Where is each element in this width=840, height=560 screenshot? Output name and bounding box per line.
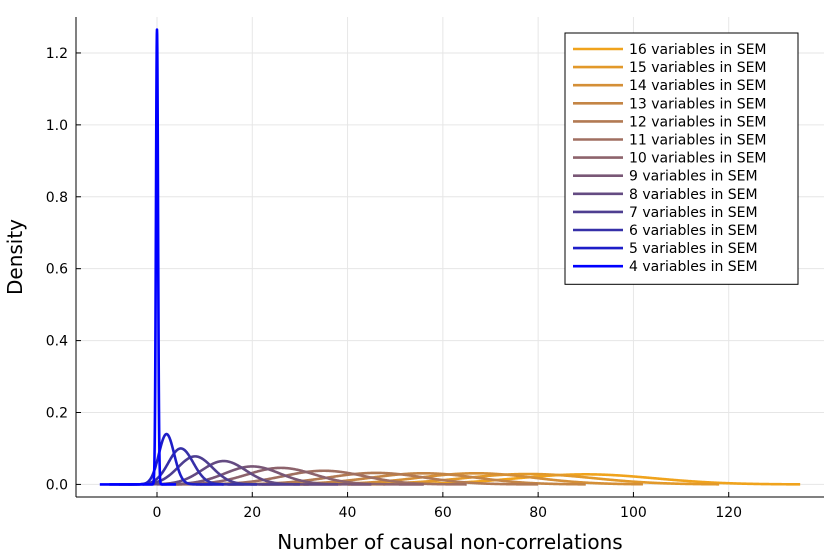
legend-entry: 7 variables in SEM xyxy=(629,205,758,221)
legend-entry: 6 variables in SEM xyxy=(629,223,758,239)
y-tick-label: 0.4 xyxy=(46,334,68,350)
legend-entry: 5 variables in SEM xyxy=(629,241,758,257)
y-tick-label: 0.2 xyxy=(46,406,68,422)
y-tick-label: 0.0 xyxy=(46,477,68,493)
axes-frame xyxy=(75,17,824,498)
series-line xyxy=(127,455,301,486)
legend-entry: 16 variables in SEM xyxy=(629,42,767,58)
x-axis-label: Number of causal non-correlations xyxy=(277,530,622,554)
y-tick-label: 0.6 xyxy=(46,262,68,278)
y-tick-label: 1.2 xyxy=(46,46,68,62)
legend: 16 variables in SEM 15 variables in SEM 14… xyxy=(564,32,799,285)
plot-series xyxy=(98,28,801,486)
x-ticks: 0 20 40 60 80 100 120 xyxy=(153,492,742,521)
legend-entry: 9 variables in SEM xyxy=(629,169,758,185)
x-tick-label: 100 xyxy=(620,505,647,521)
legend-entry: 8 variables in SEM xyxy=(629,187,758,203)
series-line xyxy=(141,459,339,486)
x-tick-label: 80 xyxy=(529,505,547,521)
legend-entry: 12 variables in SEM xyxy=(629,114,767,130)
legend-entry: 4 variables in SEM xyxy=(629,259,758,275)
y-tick-label: 0.8 xyxy=(46,190,68,206)
series-line xyxy=(98,28,178,486)
x-tick-label: 20 xyxy=(243,505,261,521)
y-ticks: 0.0 0.2 0.4 0.6 0.8 1.0 1.2 xyxy=(46,46,81,493)
x-tick-label: 60 xyxy=(434,505,452,521)
legend-entry: 13 variables in SEM xyxy=(629,96,767,112)
legend-entry: 15 variables in SEM xyxy=(629,60,767,76)
x-tick-label: 40 xyxy=(339,505,357,521)
x-tick-label: 120 xyxy=(715,505,742,521)
legend-entry: 11 variables in SEM xyxy=(629,133,767,149)
legend-entry: 14 variables in SEM xyxy=(629,78,767,94)
legend-entry: 10 variables in SEM xyxy=(629,151,767,167)
y-axis-label: Density xyxy=(3,219,27,295)
x-tick-label: 0 xyxy=(153,505,162,521)
y-tick-label: 1.0 xyxy=(46,118,68,134)
